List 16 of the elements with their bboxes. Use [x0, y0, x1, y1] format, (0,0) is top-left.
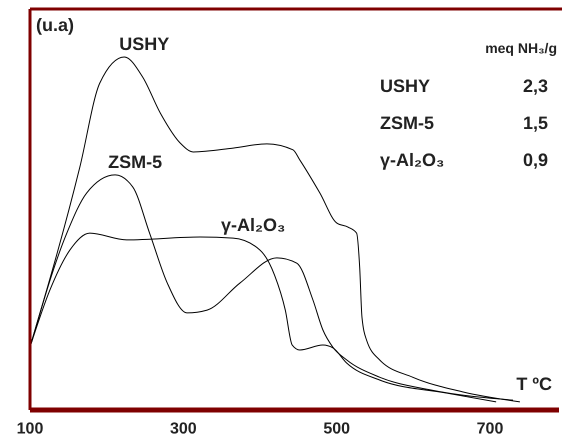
annotation: 2,3 [522, 76, 548, 96]
x-tick-label: 700 [476, 420, 504, 438]
annotation: 0,9 [522, 150, 548, 170]
annotation: 1,5 [522, 113, 548, 133]
series-label: γ-Al₂O₃ [221, 215, 286, 236]
series-label: ZSM-5 [108, 152, 162, 172]
text: meq NH₃/g [485, 40, 557, 56]
x-tick-label: 100 [16, 420, 44, 438]
series-label: USHY [119, 34, 170, 54]
annotation: USHY [380, 76, 430, 96]
annotation: γ-Al₂O₃ [380, 150, 444, 170]
x-tick-label: 300 [170, 420, 197, 438]
y-axis-title: (u.a) [36, 15, 74, 35]
x-axis-title: T ºC [516, 374, 552, 394]
annotation: ZSM-5 [380, 113, 434, 133]
x-tick-label: 500 [323, 420, 350, 438]
